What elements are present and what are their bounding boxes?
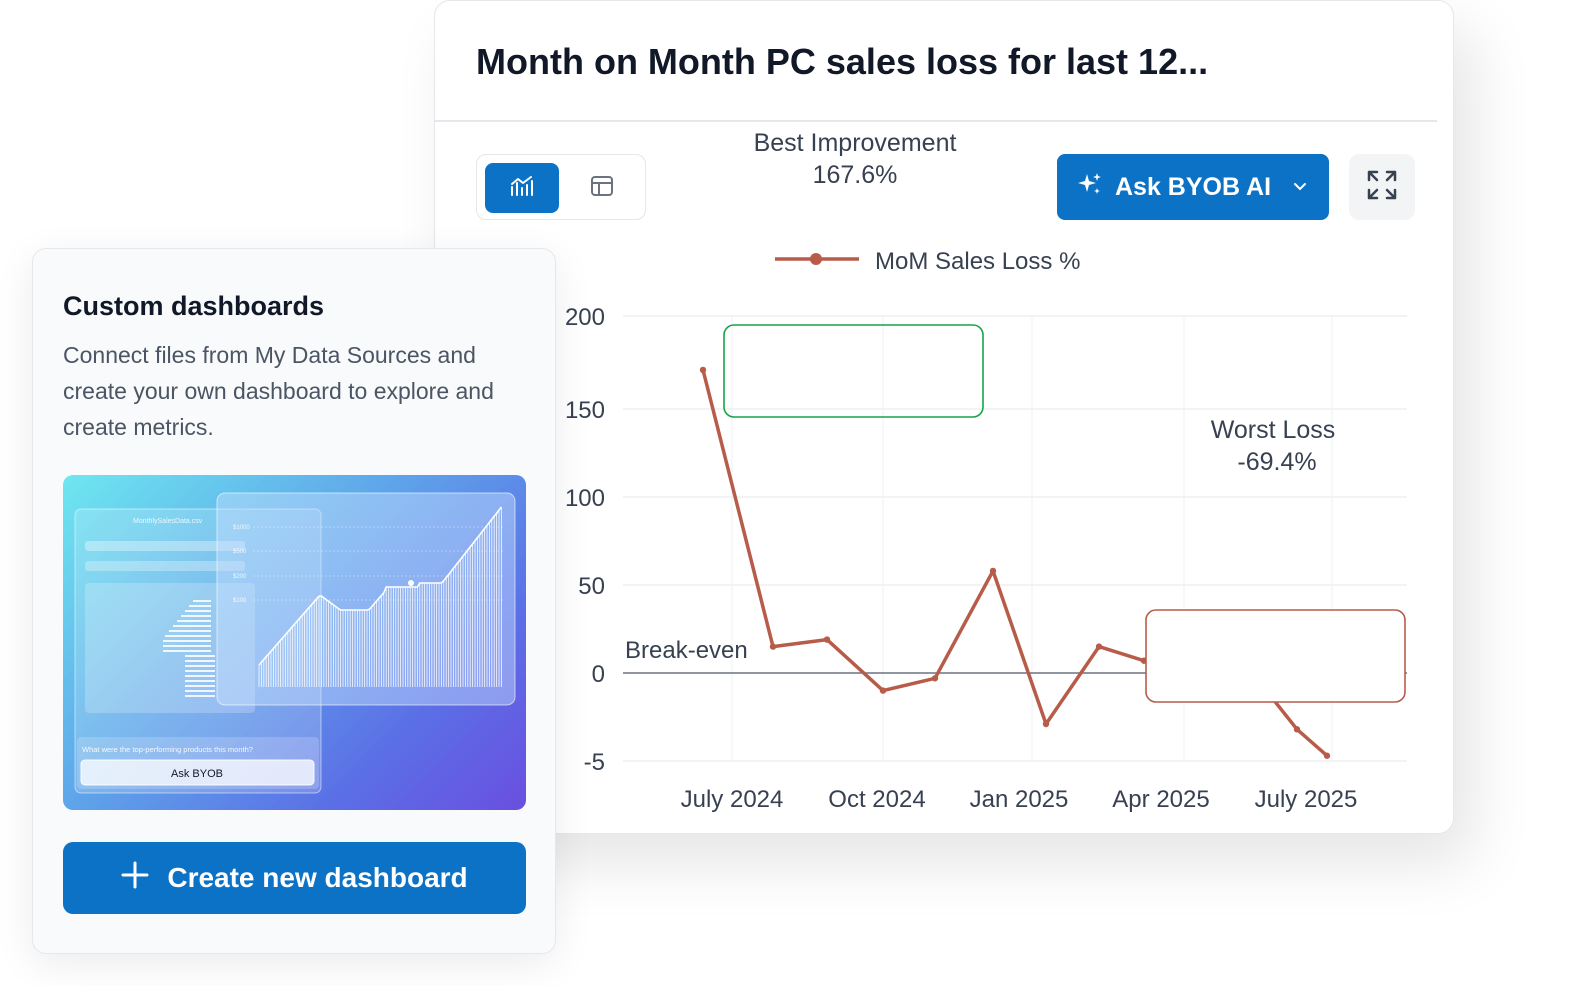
legend-marker bbox=[810, 253, 822, 265]
data-point bbox=[823, 636, 831, 643]
data-point bbox=[1042, 720, 1050, 728]
y-tick-label: 150 bbox=[565, 397, 605, 424]
create-new-dashboard-button[interactable]: Create new dashboard bbox=[63, 842, 526, 914]
y-tick-label: 100 bbox=[565, 485, 605, 512]
x-tick-label: July 2025 bbox=[1255, 786, 1358, 813]
series-path bbox=[1267, 693, 1329, 758]
dash-card-description: Connect files from My Data Sources and c… bbox=[63, 342, 494, 440]
chart-icon bbox=[509, 175, 535, 202]
chart-legend: MoM Sales Loss % bbox=[775, 248, 1080, 275]
y-tick-label: 50 bbox=[578, 573, 605, 600]
custom-dashboards-card: Custom dashboards Connect files from My … bbox=[32, 248, 556, 954]
chart-card: Month on Month PC sales loss for last 12… bbox=[434, 0, 1454, 834]
data-point bbox=[931, 675, 939, 682]
data-point bbox=[1095, 643, 1103, 650]
best-improvement-label: Best Improvement bbox=[753, 129, 957, 157]
chart-axes: 200 150 100 50 0 -5 July 2024 Oct 2024 Jan 2025 A… bbox=[565, 304, 1407, 813]
expand-icon bbox=[1365, 168, 1399, 207]
preview-ask-button: Ask BYOB bbox=[171, 768, 223, 780]
best-improvement-box bbox=[723, 324, 984, 418]
y-tick-label: -5 bbox=[584, 749, 605, 776]
worst-loss-label: Worst Loss bbox=[1211, 416, 1336, 444]
x-tick-label: July 2024 bbox=[681, 786, 784, 813]
plus-icon bbox=[121, 861, 149, 896]
preview-y-label: $500 bbox=[233, 549, 247, 555]
ask-byob-ai-button[interactable]: Ask BYOB AI bbox=[1057, 154, 1329, 220]
title-divider bbox=[435, 120, 1437, 122]
line-chart: MoM Sales Loss % 200 150 100 50 0 -5 July 2024… bbox=[565, 248, 1407, 813]
expand-button[interactable] bbox=[1349, 154, 1415, 220]
x-tick-label: Oct 2024 bbox=[828, 786, 925, 813]
create-new-dashboard-label: Create new dashboard bbox=[167, 862, 468, 893]
dashboard-preview-image: MonthlySalesData.csv What were the top-p… bbox=[63, 475, 526, 810]
data-point bbox=[699, 366, 707, 374]
dash-card-title: Custom dashboards bbox=[63, 291, 325, 321]
x-tick-label: Apr 2025 bbox=[1112, 786, 1209, 813]
view-toggle bbox=[476, 154, 646, 220]
chart-view-button[interactable] bbox=[485, 163, 559, 213]
y-tick-label: 0 bbox=[592, 661, 605, 688]
preview-y-label: $100 bbox=[233, 598, 247, 604]
preview-question: What were the top-performing products th… bbox=[82, 745, 253, 754]
y-tick-label: 200 bbox=[565, 304, 605, 331]
table-icon bbox=[590, 175, 614, 202]
worst-loss-value: -69.4% bbox=[1237, 448, 1316, 476]
worst-loss-stat: Worst Loss -69.4% bbox=[1211, 416, 1336, 476]
data-point bbox=[879, 687, 887, 694]
preview-file-label: MonthlySalesData.csv bbox=[133, 518, 203, 525]
worst-loss-box bbox=[1145, 609, 1406, 703]
series-path bbox=[701, 369, 1145, 726]
ask-byob-ai-label: Ask BYOB AI bbox=[1115, 172, 1272, 201]
data-point bbox=[1323, 752, 1331, 759]
data-point bbox=[989, 567, 997, 575]
sparkle-icon bbox=[1077, 171, 1103, 204]
best-improvement-stat: Best Improvement 167.6% bbox=[725, 127, 985, 191]
table-view-button[interactable] bbox=[565, 163, 639, 213]
x-tick-label: Jan 2025 bbox=[970, 786, 1069, 813]
best-improvement-value: 167.6% bbox=[812, 161, 898, 189]
preview-y-label: $1000 bbox=[233, 525, 250, 531]
break-even-label: Break-even bbox=[625, 637, 748, 664]
data-point bbox=[769, 643, 777, 650]
chevron-down-icon bbox=[1293, 182, 1307, 192]
legend-label: MoM Sales Loss % bbox=[875, 248, 1080, 275]
data-point bbox=[1293, 726, 1301, 733]
preview-y-label: $200 bbox=[233, 574, 247, 580]
chart-title: Month on Month PC sales loss for last 12… bbox=[476, 41, 1209, 82]
